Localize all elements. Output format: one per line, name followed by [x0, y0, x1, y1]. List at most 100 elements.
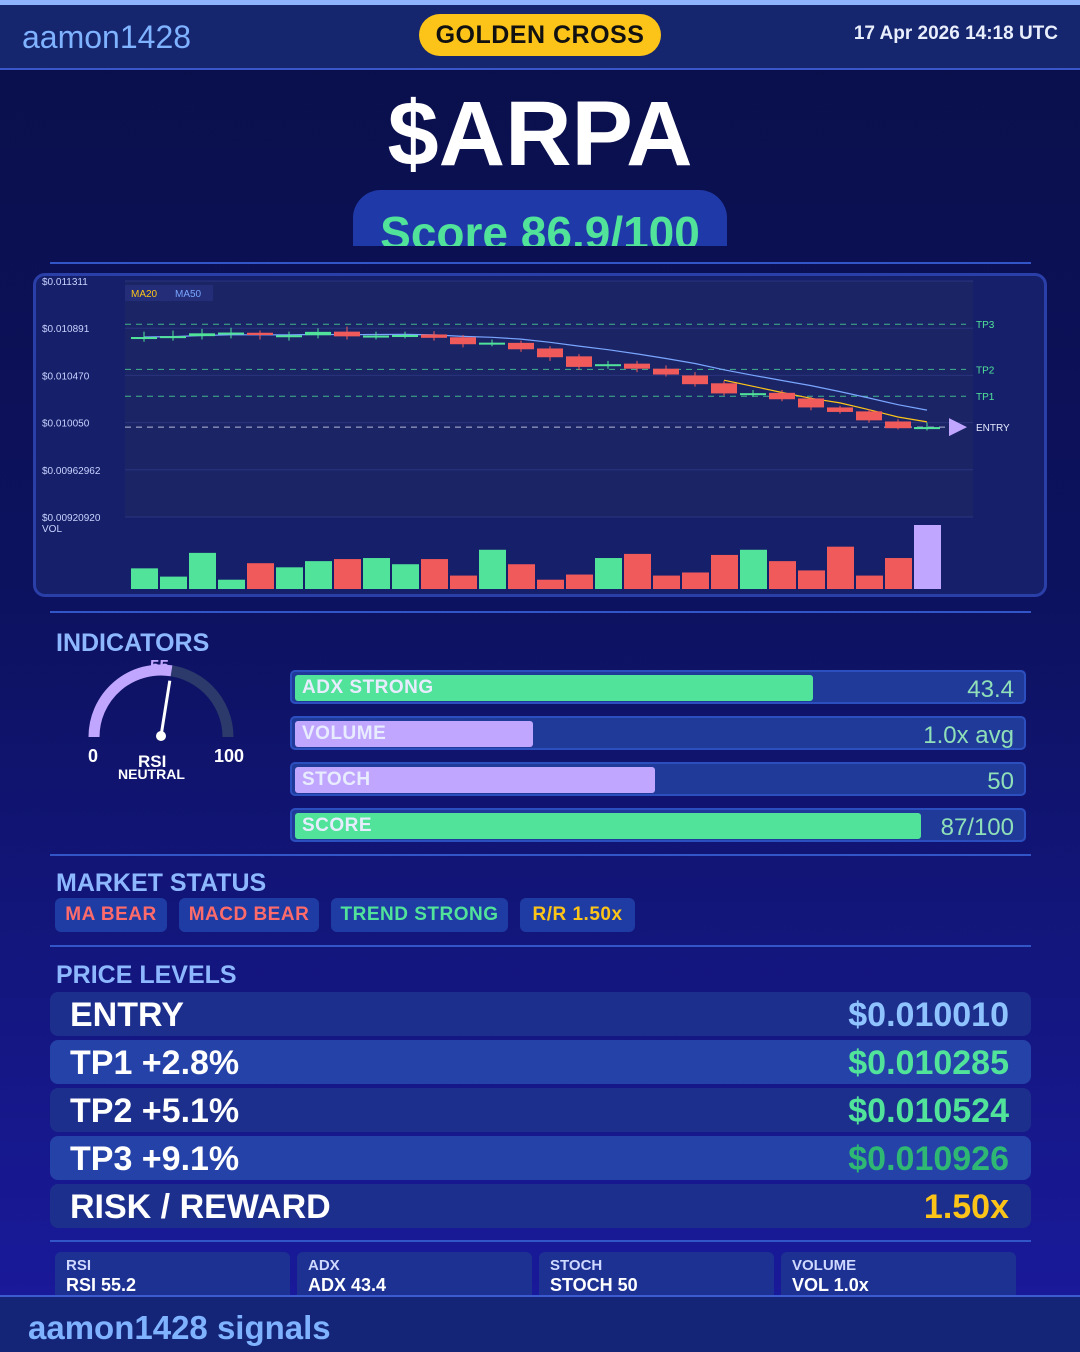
- volume-bar: [682, 572, 709, 589]
- brand-name: aamon1428: [22, 19, 192, 55]
- gauge-needle: [159, 680, 172, 737]
- volume-bar: [479, 549, 506, 589]
- volume-bar: [914, 525, 941, 589]
- stat-stoch: STOCH STOCH 50: [539, 1252, 774, 1296]
- candle-body: [769, 392, 795, 400]
- price-tick-label: $0.010050: [42, 419, 90, 430]
- indicator-score: SCORE 87/100: [290, 808, 1026, 842]
- divider: [50, 854, 1031, 856]
- status-chip-rr: R/R 1.50x: [520, 898, 635, 932]
- gauge-rsi-label: RSI: [138, 752, 166, 771]
- score-text: Score 86.9/100: [380, 207, 700, 246]
- indicator-value: 43.4: [967, 676, 1014, 703]
- golden-cross-badge: GOLDEN CROSS: [419, 14, 661, 56]
- volume-bar: [247, 563, 274, 589]
- indicator-fill: [295, 813, 922, 839]
- candle-body: [450, 337, 476, 345]
- volume-bar: [885, 558, 912, 589]
- gauge-status: NEUTRAL: [118, 766, 185, 782]
- volume-bar: [740, 549, 767, 589]
- indicators-title: INDICATORS: [56, 629, 210, 657]
- score-pill: Score 86.9/100: [353, 190, 727, 246]
- volume-bar: [334, 559, 361, 589]
- volume-bar: [421, 559, 448, 589]
- price-tick-label: $0.011311: [42, 277, 88, 288]
- indicator-stoch: STOCH 50: [290, 762, 1026, 796]
- stat-adx: ADX ADX 43.4: [297, 1252, 532, 1296]
- price-tick-label: $0.00920920: [42, 513, 101, 524]
- volume-bar: [276, 567, 303, 589]
- indicator-value: 50: [987, 768, 1014, 795]
- price-chart: MA20 MA50 VOL $0.011311 $0.010891 $0.01047…: [33, 273, 1047, 597]
- status-chip-ma: MA BEAR: [55, 898, 167, 932]
- stat-value: VOL 1.0x: [792, 1275, 869, 1295]
- header-bar: aamon1428 GOLDEN CROSS 17 Apr 2026 14:18…: [0, 5, 1080, 70]
- candle-body: [276, 335, 302, 338]
- candle-body: [160, 336, 186, 339]
- candle-body: [595, 364, 621, 367]
- stat-value: STOCH 50: [550, 1275, 638, 1295]
- candle-body: [363, 335, 389, 338]
- indicator-fill: [295, 721, 533, 747]
- candle-body: [392, 335, 418, 338]
- level-value: $0.010285: [848, 1044, 1009, 1082]
- candle-body: [624, 363, 650, 369]
- level-label: TP2 +5.1%: [70, 1092, 240, 1130]
- candle-body: [856, 411, 882, 421]
- ma50-line: [143, 333, 928, 411]
- volume-bar: [392, 564, 419, 589]
- stat-key: VOLUME: [792, 1257, 857, 1274]
- candle-body: [827, 407, 853, 412]
- top-accent-line: [0, 0, 1080, 5]
- candle-body: [479, 342, 505, 345]
- level-label-entry: ENTRY: [976, 423, 1010, 434]
- legend-ma20: MA20: [131, 289, 158, 300]
- level-risk-reward: RISK / REWARD 1.50x: [50, 1184, 1031, 1228]
- volume-bar: [131, 568, 158, 589]
- rsi-gauge-canvas: 55 0 100 RSI NEUTRAL: [88, 656, 244, 782]
- candle-body: [508, 342, 534, 350]
- candle-body: [189, 333, 215, 337]
- candle-body: [566, 356, 592, 367]
- indicator-value: 87/100: [940, 814, 1014, 841]
- level-value: 1.50x: [923, 1188, 1009, 1226]
- datetime-label: 17 Apr 2026 14:18 UTC: [853, 23, 1058, 44]
- divider: [50, 611, 1031, 613]
- level-label: ENTRY: [70, 996, 184, 1034]
- indicator-label: STOCH: [302, 769, 371, 790]
- status-chip-macd: MACD BEAR: [179, 898, 319, 932]
- volume-bar: [218, 579, 245, 589]
- footer-bar: aamon1428 signals: [0, 1295, 1080, 1352]
- candle-body: [885, 421, 911, 429]
- price-tick-label: $0.010470: [42, 371, 90, 382]
- ma20-line: [723, 379, 928, 423]
- candle-body: [334, 331, 360, 337]
- candle-body: [305, 331, 331, 336]
- level-tp3: TP3 +9.1% $0.010926: [50, 1136, 1031, 1180]
- stat-key: ADX: [308, 1257, 340, 1274]
- level-tp2: TP2 +5.1% $0.010524: [50, 1088, 1031, 1132]
- level-value: $0.010926: [848, 1140, 1009, 1178]
- level-value: $0.010010: [848, 996, 1009, 1034]
- divider: [50, 945, 1031, 947]
- divider: [50, 262, 1031, 264]
- rsi-value-label: 55: [150, 656, 169, 675]
- indicator-volume: VOLUME 1.0x avg: [290, 716, 1026, 750]
- legend-ma50: MA50: [175, 289, 202, 300]
- volume-bar: [711, 554, 738, 589]
- level-label: TP1 +2.8%: [70, 1044, 240, 1082]
- volume-bar: [624, 553, 651, 589]
- gauge-min-label: 0: [88, 746, 98, 766]
- stat-volume: VOLUME VOL 1.0x: [781, 1252, 1016, 1296]
- indicator-adx: ADX STRONG 43.4: [290, 670, 1026, 704]
- candle-body: [247, 332, 273, 336]
- stat-key: RSI: [66, 1257, 92, 1274]
- stat-key: STOCH: [550, 1257, 603, 1274]
- volume-bar: [189, 552, 216, 589]
- volume-bar: [798, 570, 825, 589]
- level-value: $0.010524: [848, 1092, 1009, 1130]
- stat-value: RSI 55.2: [66, 1275, 137, 1295]
- candle-body: [131, 337, 157, 340]
- ticker-symbol: $ARPA: [387, 83, 693, 185]
- level-entry: ENTRY $0.010010: [50, 992, 1031, 1036]
